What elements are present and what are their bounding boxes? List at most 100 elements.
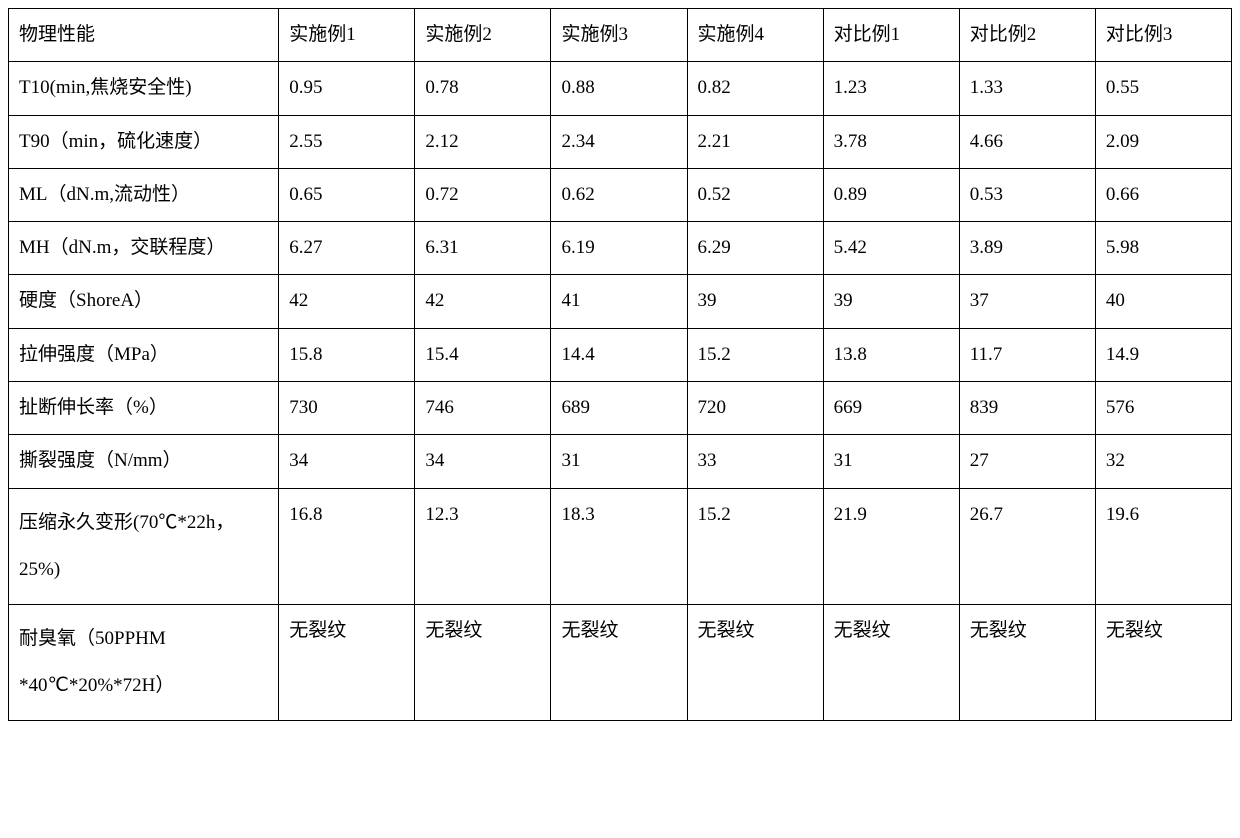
data-cell: 0.62 (551, 168, 687, 221)
data-cell: 14.9 (1095, 328, 1231, 381)
data-cell: 689 (551, 382, 687, 435)
data-cell: 31 (551, 435, 687, 488)
header-cell: 实施例2 (415, 9, 551, 62)
table-row: 耐臭氧（50PPHM *40℃*20%*72H）无裂纹无裂纹无裂纹无裂纹无裂纹无… (9, 604, 1232, 720)
data-cell: 27 (959, 435, 1095, 488)
data-cell: 无裂纹 (823, 604, 959, 720)
table-row: ML（dN.m,流动性）0.650.720.620.520.890.530.66 (9, 168, 1232, 221)
header-label-cell: 物理性能 (9, 9, 279, 62)
data-cell: 无裂纹 (415, 604, 551, 720)
data-cell: 0.88 (551, 62, 687, 115)
table-row: 压缩永久变形(70℃*22h，25%)16.812.318.315.221.92… (9, 488, 1232, 604)
table-row: T90（min，硫化速度）2.552.122.342.213.784.662.0… (9, 115, 1232, 168)
data-cell: 21.9 (823, 488, 959, 604)
data-cell: 11.7 (959, 328, 1095, 381)
data-cell: 6.19 (551, 222, 687, 275)
data-cell: 5.98 (1095, 222, 1231, 275)
data-cell: 0.78 (415, 62, 551, 115)
data-cell: 39 (687, 275, 823, 328)
header-cell: 对比例2 (959, 9, 1095, 62)
data-cell: 0.55 (1095, 62, 1231, 115)
data-cell: 6.27 (279, 222, 415, 275)
data-cell: 0.66 (1095, 168, 1231, 221)
data-cell: 746 (415, 382, 551, 435)
data-cell: 0.82 (687, 62, 823, 115)
data-cell: 16.8 (279, 488, 415, 604)
data-cell: 32 (1095, 435, 1231, 488)
data-cell: 2.21 (687, 115, 823, 168)
header-cell: 对比例3 (1095, 9, 1231, 62)
data-cell: 0.89 (823, 168, 959, 221)
header-cell: 对比例1 (823, 9, 959, 62)
data-cell: 0.95 (279, 62, 415, 115)
data-cell: 42 (279, 275, 415, 328)
data-cell: 730 (279, 382, 415, 435)
data-cell: 34 (279, 435, 415, 488)
row-label-cell: MH（dN.m，交联程度） (9, 222, 279, 275)
header-cell: 实施例1 (279, 9, 415, 62)
data-cell: 41 (551, 275, 687, 328)
table-row: 撕裂强度（N/mm）34343133312732 (9, 435, 1232, 488)
data-cell: 无裂纹 (279, 604, 415, 720)
table-row: 硬度（ShoreA）42424139393740 (9, 275, 1232, 328)
data-cell: 1.23 (823, 62, 959, 115)
data-cell: 40 (1095, 275, 1231, 328)
data-cell: 无裂纹 (551, 604, 687, 720)
data-cell: 31 (823, 435, 959, 488)
data-cell: 0.53 (959, 168, 1095, 221)
data-cell: 34 (415, 435, 551, 488)
data-table: 物理性能实施例1实施例2实施例3实施例4对比例1对比例2对比例3T10(min,… (8, 8, 1232, 721)
data-cell: 0.72 (415, 168, 551, 221)
row-label-cell: 压缩永久变形(70℃*22h，25%) (9, 488, 279, 604)
data-cell: 2.09 (1095, 115, 1231, 168)
data-cell: 无裂纹 (1095, 604, 1231, 720)
data-cell: 26.7 (959, 488, 1095, 604)
data-cell: 2.34 (551, 115, 687, 168)
data-cell: 1.33 (959, 62, 1095, 115)
row-label-cell: T10(min,焦烧安全性) (9, 62, 279, 115)
data-cell: 无裂纹 (959, 604, 1095, 720)
data-cell: 3.89 (959, 222, 1095, 275)
table-header-row: 物理性能实施例1实施例2实施例3实施例4对比例1对比例2对比例3 (9, 9, 1232, 62)
data-cell: 14.4 (551, 328, 687, 381)
data-cell: 0.65 (279, 168, 415, 221)
data-cell: 15.2 (687, 488, 823, 604)
data-cell: 4.66 (959, 115, 1095, 168)
data-cell: 42 (415, 275, 551, 328)
data-cell: 2.12 (415, 115, 551, 168)
data-cell: 6.31 (415, 222, 551, 275)
data-cell: 15.2 (687, 328, 823, 381)
row-label-cell: ML（dN.m,流动性） (9, 168, 279, 221)
table-row: MH（dN.m，交联程度）6.276.316.196.295.423.895.9… (9, 222, 1232, 275)
data-cell: 669 (823, 382, 959, 435)
table-row: T10(min,焦烧安全性)0.950.780.880.821.231.330.… (9, 62, 1232, 115)
header-cell: 实施例3 (551, 9, 687, 62)
row-label-cell: 耐臭氧（50PPHM *40℃*20%*72H） (9, 604, 279, 720)
row-label-cell: 扯断伸长率（%） (9, 382, 279, 435)
row-label-cell: 撕裂强度（N/mm） (9, 435, 279, 488)
data-cell: 6.29 (687, 222, 823, 275)
data-cell: 0.52 (687, 168, 823, 221)
data-cell: 33 (687, 435, 823, 488)
data-cell: 15.8 (279, 328, 415, 381)
data-cell: 无裂纹 (687, 604, 823, 720)
data-cell: 839 (959, 382, 1095, 435)
data-cell: 37 (959, 275, 1095, 328)
row-label-cell: 拉伸强度（MPa） (9, 328, 279, 381)
data-cell: 19.6 (1095, 488, 1231, 604)
data-cell: 12.3 (415, 488, 551, 604)
data-cell: 3.78 (823, 115, 959, 168)
header-cell: 实施例4 (687, 9, 823, 62)
table-row: 扯断伸长率（%）730746689720669839576 (9, 382, 1232, 435)
data-cell: 576 (1095, 382, 1231, 435)
data-cell: 39 (823, 275, 959, 328)
data-cell: 15.4 (415, 328, 551, 381)
data-cell: 5.42 (823, 222, 959, 275)
row-label-cell: 硬度（ShoreA） (9, 275, 279, 328)
data-cell: 720 (687, 382, 823, 435)
data-cell: 2.55 (279, 115, 415, 168)
data-cell: 18.3 (551, 488, 687, 604)
data-cell: 13.8 (823, 328, 959, 381)
table-body: 物理性能实施例1实施例2实施例3实施例4对比例1对比例2对比例3T10(min,… (9, 9, 1232, 721)
table-row: 拉伸强度（MPa）15.815.414.415.213.811.714.9 (9, 328, 1232, 381)
